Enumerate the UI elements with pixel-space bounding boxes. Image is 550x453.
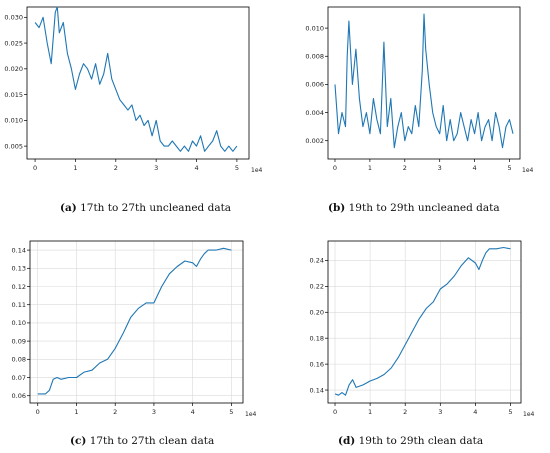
y-tick-label-b-3: 0.008 bbox=[305, 53, 324, 61]
series-line-b-0 bbox=[334, 13, 514, 149]
chart-d: 0 1 2 3 4 5 0.14 0.16 0.18 0.20 0.22 0.24 1e4 bbox=[310, 240, 535, 418]
x-tick-label-a-4: 4 bbox=[194, 164, 198, 172]
y-tick-label-a-2: 0.015 bbox=[4, 91, 23, 99]
series-line-d-0 bbox=[334, 246, 511, 396]
chart-panel-c: 0 1 2 3 4 5 0.06 0.07 0.08 0.09 0.10 0.11 0.12 0.13 0.… bbox=[0, 226, 275, 453]
caption-c-text: 17th to 27th clean data bbox=[89, 435, 215, 447]
caption-d-label: (d) bbox=[338, 435, 356, 447]
y-tick-label-c-3: 0.09 bbox=[12, 337, 26, 345]
x-tick-label-b-2: 2 bbox=[403, 164, 407, 172]
x-offset-text-a: 1e4 bbox=[251, 167, 263, 174]
caption-a: (a) 17th to 27th uncleaned data bbox=[60, 202, 231, 214]
y-tick-label-c-4: 0.10 bbox=[12, 319, 26, 327]
plot-frame-a bbox=[26, 6, 250, 160]
y-tick-label-c-5: 0.11 bbox=[12, 301, 26, 309]
chart-panel-b: 0 1 2 3 4 5 0.002 0.004 0.006 0.008 0.010 1e4 (b) 1… bbox=[275, 0, 550, 226]
y-tick-label-a-5: 0.030 bbox=[4, 14, 23, 22]
y-tick-label-d-1: 0.16 bbox=[310, 360, 324, 368]
y-tick-label-b-1: 0.004 bbox=[305, 109, 324, 117]
x-tick-label-c-0: 0 bbox=[36, 408, 40, 416]
y-tick-label-c-1: 0.07 bbox=[12, 374, 26, 382]
y-tick-label-b-4: 0.010 bbox=[305, 24, 324, 32]
x-tick-label-c-1: 1 bbox=[74, 408, 78, 416]
x-tick-label-d-3: 3 bbox=[438, 408, 442, 416]
chart-c: 0 1 2 3 4 5 0.06 0.07 0.08 0.09 0.10 0.11 0.12 0.13 0.… bbox=[12, 240, 257, 418]
x-tick-label-a-2: 2 bbox=[114, 164, 118, 172]
x-tick-label-d-2: 2 bbox=[403, 408, 407, 416]
y-tick-label-b-2: 0.006 bbox=[305, 81, 324, 89]
x-tick-label-a-3: 3 bbox=[154, 164, 158, 172]
y-tick-label-c-8: 0.14 bbox=[12, 246, 26, 254]
caption-d: (d) 19th to 29th clean data bbox=[338, 435, 483, 447]
y-tick-label-d-5: 0.24 bbox=[310, 257, 324, 265]
caption-a-text: 17th to 27th uncleaned data bbox=[80, 202, 232, 214]
chart-panel-d: 0 1 2 3 4 5 0.14 0.16 0.18 0.20 0.22 0.24 1e4 (d) 19… bbox=[275, 226, 550, 453]
x-tick-label-d-5: 5 bbox=[508, 408, 512, 416]
x-tick-label-b-4: 4 bbox=[473, 164, 477, 172]
series-line-a-0 bbox=[34, 6, 238, 152]
plot-frame-d bbox=[327, 240, 522, 404]
x-tick-label-c-5: 5 bbox=[229, 408, 233, 416]
x-tick-label-c-3: 3 bbox=[152, 408, 156, 416]
x-tick-label-b-1: 1 bbox=[368, 164, 372, 172]
y-tick-label-c-7: 0.13 bbox=[12, 265, 26, 273]
x-tick-label-a-0: 0 bbox=[33, 164, 37, 172]
caption-d-text: 19th to 29th clean data bbox=[358, 435, 484, 447]
y-tick-label-a-1: 0.010 bbox=[4, 117, 23, 125]
x-offset-text-b: 1e4 bbox=[522, 167, 534, 174]
y-tick-label-d-2: 0.18 bbox=[310, 335, 324, 343]
x-tick-label-b-5: 5 bbox=[507, 164, 511, 172]
chart-a: 0 1 2 3 4 5 0.005 0.010 0.015 0.020 0.025 0.030 1e4 bbox=[4, 6, 263, 174]
x-tick-label-a-5: 5 bbox=[235, 164, 239, 172]
caption-b: (b) 19th to 29th uncleaned data bbox=[328, 202, 500, 214]
caption-c: (c) 17th to 27th clean data bbox=[70, 435, 214, 447]
x-tick-label-b-0: 0 bbox=[333, 164, 337, 172]
y-tick-label-d-4: 0.22 bbox=[310, 283, 324, 291]
series-line-c-0 bbox=[37, 247, 232, 395]
caption-b-text: 19th to 29th uncleaned data bbox=[348, 202, 500, 214]
caption-b-label: (b) bbox=[328, 202, 346, 214]
x-tick-label-d-1: 1 bbox=[368, 408, 372, 416]
y-tick-label-a-4: 0.025 bbox=[4, 39, 23, 47]
caption-c-label: (c) bbox=[70, 435, 87, 447]
x-offset-text-d: 1e4 bbox=[523, 411, 535, 418]
x-tick-label-c-4: 4 bbox=[191, 408, 195, 416]
x-offset-text-c: 1e4 bbox=[245, 411, 257, 418]
x-tick-label-d-0: 0 bbox=[333, 408, 337, 416]
y-tick-label-c-6: 0.12 bbox=[12, 283, 26, 291]
y-tick-label-b-0: 0.002 bbox=[305, 137, 324, 145]
x-tick-label-c-2: 2 bbox=[113, 408, 117, 416]
chart-panel-a: 0 1 2 3 4 5 0.005 0.010 0.015 0.020 0.025 0.030 1e4 … bbox=[0, 0, 275, 226]
y-tick-label-d-0: 0.14 bbox=[310, 386, 324, 394]
x-tick-label-d-4: 4 bbox=[473, 408, 477, 416]
plot-frame-b bbox=[327, 6, 521, 160]
plot-frame-c bbox=[29, 240, 244, 404]
y-tick-label-d-3: 0.20 bbox=[310, 309, 324, 317]
x-tick-label-b-3: 3 bbox=[438, 164, 442, 172]
y-tick-label-c-2: 0.08 bbox=[12, 356, 26, 364]
y-tick-label-c-0: 0.06 bbox=[12, 392, 26, 400]
caption-a-label: (a) bbox=[60, 202, 77, 214]
y-tick-label-a-3: 0.020 bbox=[4, 65, 23, 73]
chart-b: 0 1 2 3 4 5 0.002 0.004 0.006 0.008 0.010 1e4 bbox=[305, 6, 534, 174]
y-tick-label-a-0: 0.005 bbox=[4, 142, 23, 150]
x-tick-label-a-1: 1 bbox=[73, 164, 77, 172]
